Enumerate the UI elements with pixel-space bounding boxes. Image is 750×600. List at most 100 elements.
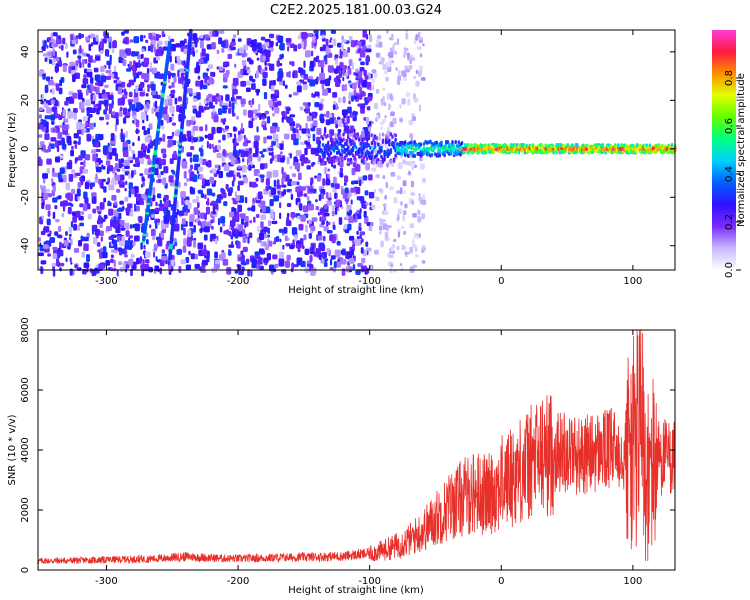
spectrogram-cell: [421, 199, 427, 206]
spectrogram-cell: [263, 226, 268, 233]
spectrogram-cell: [389, 186, 394, 191]
spectrogram-cell: [232, 126, 236, 132]
spectrogram-cell: [231, 180, 235, 187]
spectrogram-cell: [317, 211, 321, 216]
spectrogram-cell: [223, 118, 227, 123]
spectrogram-cell: [93, 67, 99, 73]
spectrogram-cell: [123, 30, 129, 34]
spectrogram-cell: [362, 30, 367, 38]
spectrogram-cell: [418, 31, 421, 39]
spectrogram-cell: [301, 245, 305, 250]
spectrogram-cell: [241, 59, 247, 66]
spectrogram-cell: [103, 31, 107, 38]
spectrogram-cell: [110, 234, 117, 238]
spectrogram-cell: [278, 251, 285, 258]
spectrogram-cell: [152, 235, 156, 241]
spectrogram-cell: [303, 60, 306, 68]
spectrogram-cell: [199, 126, 204, 132]
spectrogram-cell: [362, 249, 368, 257]
spectrogram-cell: [82, 168, 89, 174]
spectrogram-cell: [127, 203, 133, 209]
spectrogram-cell: [338, 217, 343, 225]
spectrogram-cell: [230, 225, 235, 231]
spectrogram-cell: [348, 216, 354, 224]
spectrogram-cell: [362, 175, 368, 181]
spectrogram-cell: [307, 137, 311, 143]
spectrogram-cell: [41, 215, 44, 220]
spectrogram-cell: [279, 143, 284, 150]
spectrogram-cell: [397, 208, 402, 215]
spectrogram-cell: [71, 169, 76, 174]
spectrogram-cell: [39, 141, 45, 146]
spectrogram-cell: [296, 198, 301, 203]
spectrogram-cell: [213, 264, 220, 270]
spectrogram-cell: [133, 186, 139, 194]
spectrogram-cell: [105, 259, 111, 266]
spectrogram-cell: [326, 200, 332, 206]
spectrogram-cell: [399, 187, 403, 195]
spectrogram-cell: [51, 262, 58, 267]
spectrogram-tone-cell: [457, 140, 461, 145]
spectrogram-cell: [53, 43, 58, 48]
spectrogram-cell: [247, 207, 253, 211]
spectrogram-cell: [365, 241, 369, 247]
spectrogram-cell: [240, 68, 243, 75]
spectrogram-cell: [57, 131, 63, 140]
spectrogram-cell: [388, 103, 391, 111]
spectrogram-cells: [38, 28, 677, 277]
spectrogram-cell: [137, 150, 143, 159]
spectrogram-tone-cell: [362, 155, 366, 160]
spectrogram-cell: [280, 157, 285, 163]
spectrogram-tone-cell: [377, 142, 380, 147]
spectrogram-cell: [120, 227, 126, 231]
spectrogram-cell: [144, 136, 151, 143]
spectrogram-cell: [400, 201, 403, 206]
spectrogram-cell: [310, 250, 314, 254]
spectrogram-cell: [356, 45, 359, 49]
spectrogram-cell: [41, 201, 45, 210]
spectrogram-cell: [265, 185, 269, 192]
spectrogram-tone-cell: [541, 144, 544, 149]
spectrogram-cell: [252, 197, 255, 202]
spectrogram-cell: [334, 207, 338, 215]
spectrogram-tone-cell: [359, 147, 363, 152]
spectrogram-cell: [316, 127, 322, 135]
spectrogram-cell: [44, 133, 50, 141]
spectrogram-cell: [178, 77, 182, 84]
spectrogram-cell: [302, 84, 308, 91]
spectrogram-cell: [386, 30, 389, 34]
spectrogram-cell: [275, 41, 279, 47]
spectrogram-cell: [47, 210, 51, 217]
spectrogram-cell: [378, 41, 383, 48]
spectrogram-cell: [143, 57, 150, 66]
spectrogram-cell: [302, 102, 309, 106]
spectrogram-cell: [309, 188, 314, 192]
spectrogram-cell: [264, 206, 271, 214]
spectrogram-cell: [402, 210, 407, 216]
spectrogram-cell: [384, 236, 390, 241]
spectrogram-cell: [260, 163, 265, 170]
spectrogram-tone-cell: [407, 153, 410, 158]
spectrogram-cell: [247, 110, 254, 118]
spectrogram-cell: [290, 190, 293, 195]
spectrogram-cell: [320, 79, 327, 84]
spectrogram-cell: [405, 92, 411, 98]
spectrogram-cell: [404, 251, 408, 256]
spectrogram-cell: [393, 238, 397, 243]
spectrogram-cell: [251, 117, 255, 122]
spectrogram-cell: [262, 148, 267, 152]
spectrogram-cell: [51, 120, 55, 125]
spectrogram-cell: [120, 128, 123, 137]
spectrogram-cell: [149, 62, 152, 70]
spectrogram-cell: [256, 126, 259, 133]
spectrogram-cell: [176, 55, 181, 62]
spectrogram-cell: [199, 40, 204, 49]
spectrogram-cell: [201, 220, 207, 228]
spectrogram-cell: [190, 253, 196, 260]
spectrogram-cell: [101, 164, 104, 170]
spectrogram-cell: [323, 126, 327, 134]
spectrogram-cell: [386, 162, 389, 168]
spectrogram-cell: [92, 236, 98, 245]
spectrogram-cell: [223, 201, 228, 207]
spectrogram-cell: [412, 238, 415, 245]
